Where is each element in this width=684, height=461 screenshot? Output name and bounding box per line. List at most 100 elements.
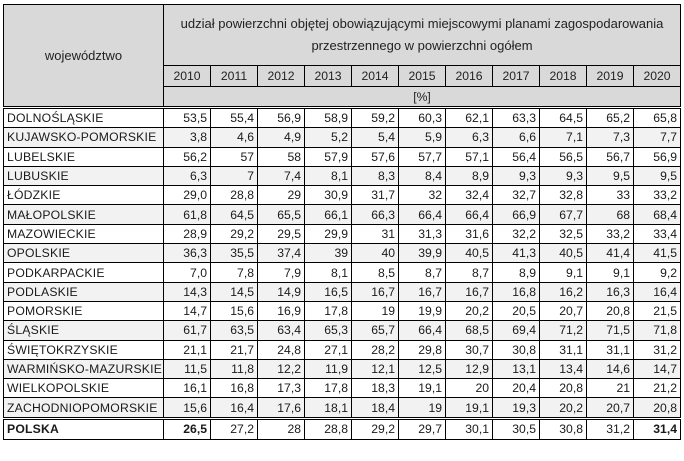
year-header-2015: 2015	[398, 65, 446, 87]
value-cell-2020: 21,2	[632, 378, 682, 399]
value-cell-2019: 21	[586, 378, 634, 399]
value-cell-2017: 20,4	[492, 378, 540, 399]
value-cell-2015: 31,3	[398, 223, 446, 245]
value-cell-2011: 14,5	[210, 281, 258, 302]
value-cell-2020: 31,2	[632, 339, 682, 360]
value-cell-2016: 30,7	[445, 339, 493, 360]
value-cell-2016: 8,7	[445, 262, 493, 283]
value-cell-2010: 61,7	[163, 320, 211, 341]
region-name: MAZOWIECKIE	[3, 223, 164, 245]
value-cell-2019: 9,5	[586, 165, 634, 187]
value-cell-2012: 4,9	[257, 127, 305, 148]
value-cell-2015: 16,7	[398, 281, 446, 302]
value-cell-2013: 5,2	[304, 127, 352, 148]
value-cell-2011: 7	[210, 165, 258, 187]
value-cell-2020: 16,4	[632, 281, 682, 302]
indicator-title-header: udział powierzchni objętej obowiązującym…	[162, 4, 682, 66]
value-cell-2011: 27,2	[210, 416, 258, 440]
value-cell-2011: 57	[210, 146, 258, 167]
table-header: województwo udział powierzchni objętej o…	[3, 4, 682, 108]
value-cell-2010: 14,3	[163, 281, 211, 302]
value-cell-2013: 17,8	[304, 378, 352, 399]
value-cell-2015: 66,4	[398, 320, 446, 341]
value-cell-2017: 63,3	[492, 105, 540, 129]
value-cell-2013: 17,8	[304, 300, 352, 322]
table-row: ZACHODNIOPOMORSKIE 15,6 16,4 17,6 18,1 18,4 19…	[3, 397, 682, 419]
value-cell-2019: 16,3	[586, 281, 634, 302]
data-table-container: województwo udział powierzchni objętej o…	[3, 4, 682, 440]
value-cell-2016: 40,5	[445, 243, 493, 264]
value-cell-2015: 60,3	[398, 105, 446, 129]
value-cell-2013: 11,9	[304, 358, 352, 380]
value-cell-2010: 7,0	[163, 262, 211, 283]
year-header-2017: 2017	[492, 65, 540, 87]
region-name: POMORSKIE	[3, 300, 164, 322]
value-cell-2014: 5,4	[351, 127, 399, 148]
table-row: PODKARPACKIE 7,0 7,8 7,9 8,1 8,5 8,7 8,7 8,9 9,1 9…	[3, 262, 682, 283]
value-cell-2018: 71,2	[539, 320, 587, 341]
total-row: POLSKA 26,5 27,2 28 28,8 29,2 29,7 30,1 30,5 30,8…	[3, 416, 682, 440]
value-cell-2013: 57,9	[304, 146, 352, 167]
value-cell-2020: 21,5	[632, 300, 682, 322]
value-cell-2020: 71,8	[632, 320, 682, 341]
value-cell-2010: 53,5	[163, 105, 211, 129]
value-cell-2013: 65,3	[304, 320, 352, 341]
table-row: WARMIŃSKO-MAZURSKIE 11,5 11,8 12,2 11,9 12,1 1…	[3, 358, 682, 380]
table-row: MAZOWIECKIE 28,9 29,2 29,5 29,9 31 31,3 31,6 32,…	[3, 223, 682, 245]
value-cell-2020: 31,4	[632, 416, 682, 440]
value-cell-2016: 20,2	[445, 300, 493, 322]
value-cell-2017: 30,8	[492, 339, 540, 360]
value-cell-2013: 18,1	[304, 397, 352, 419]
value-cell-2020: 7,7	[632, 127, 682, 148]
value-cell-2017: 16,8	[492, 281, 540, 302]
table-row: MAŁOPOLSKIE 61,8 64,5 65,5 66,1 66,3 66,4 66,4 6…	[3, 204, 682, 225]
value-cell-2019: 65,2	[586, 105, 634, 129]
value-cell-2014: 8,5	[351, 262, 399, 283]
value-cell-2011: 4,6	[210, 127, 258, 148]
value-cell-2010: 16,1	[163, 378, 211, 399]
value-cell-2018: 64,5	[539, 105, 587, 129]
value-cell-2019: 20,8	[586, 300, 634, 322]
year-header-2013: 2013	[304, 65, 352, 87]
value-cell-2015: 19,9	[398, 300, 446, 322]
value-cell-2016: 12,9	[445, 358, 493, 380]
value-cell-2012: 37,4	[257, 243, 305, 264]
value-cell-2015: 19,1	[398, 378, 446, 399]
value-cell-2012: 12,2	[257, 358, 305, 380]
value-cell-2016: 19,1	[445, 397, 493, 419]
value-cell-2018: 9,1	[539, 262, 587, 283]
value-cell-2011: 16,4	[210, 397, 258, 419]
value-cell-2010: 28,9	[163, 223, 211, 245]
value-cell-2012: 63,4	[257, 320, 305, 341]
region-name: OPOLSKIE	[3, 243, 164, 264]
value-cell-2019: 56,7	[586, 146, 634, 167]
value-cell-2013: 39	[304, 243, 352, 264]
value-cell-2018: 7,1	[539, 127, 587, 148]
value-cell-2016: 32,4	[445, 185, 493, 206]
value-cell-2018: 16,2	[539, 281, 587, 302]
region-name: LUBELSKIE	[3, 146, 164, 167]
value-cell-2015: 57,7	[398, 146, 446, 167]
value-cell-2010: 21,1	[163, 339, 211, 360]
value-cell-2020: 68,4	[632, 204, 682, 225]
value-cell-2016: 62,1	[445, 105, 493, 129]
value-cell-2011: 16,8	[210, 378, 258, 399]
value-cell-2013: 8,1	[304, 165, 352, 187]
value-cell-2013: 29,9	[304, 223, 352, 245]
value-cell-2014: 31,7	[351, 185, 399, 206]
value-cell-2020: 9,2	[632, 262, 682, 283]
value-cell-2015: 39,9	[398, 243, 446, 264]
value-cell-2019: 33,2	[586, 223, 634, 245]
year-header-2014: 2014	[351, 65, 399, 87]
value-cell-2011: 11,8	[210, 358, 258, 380]
value-cell-2013: 30,9	[304, 185, 352, 206]
region-name: POLSKA	[3, 416, 164, 440]
value-cell-2017: 32,7	[492, 185, 540, 206]
table-row: LUBELSKIE 56,2 57 58 57,9 57,6 57,7 57,1 56,4 56,…	[3, 146, 682, 167]
value-cell-2012: 7,4	[257, 165, 305, 187]
value-cell-2018: 30,8	[539, 416, 587, 440]
table-row: LUBUSKIE 6,3 7 7,4 8,1 8,3 8,4 8,9 9,3 9,3 9,5 9,5	[3, 165, 682, 187]
value-cell-2013: 8,1	[304, 262, 352, 283]
table-row: KUJAWSKO-POMORSKIE 3,8 4,6 4,9 5,2 5,4 5,9 6,3 6…	[3, 127, 682, 148]
value-cell-2011: 28,8	[210, 185, 258, 206]
